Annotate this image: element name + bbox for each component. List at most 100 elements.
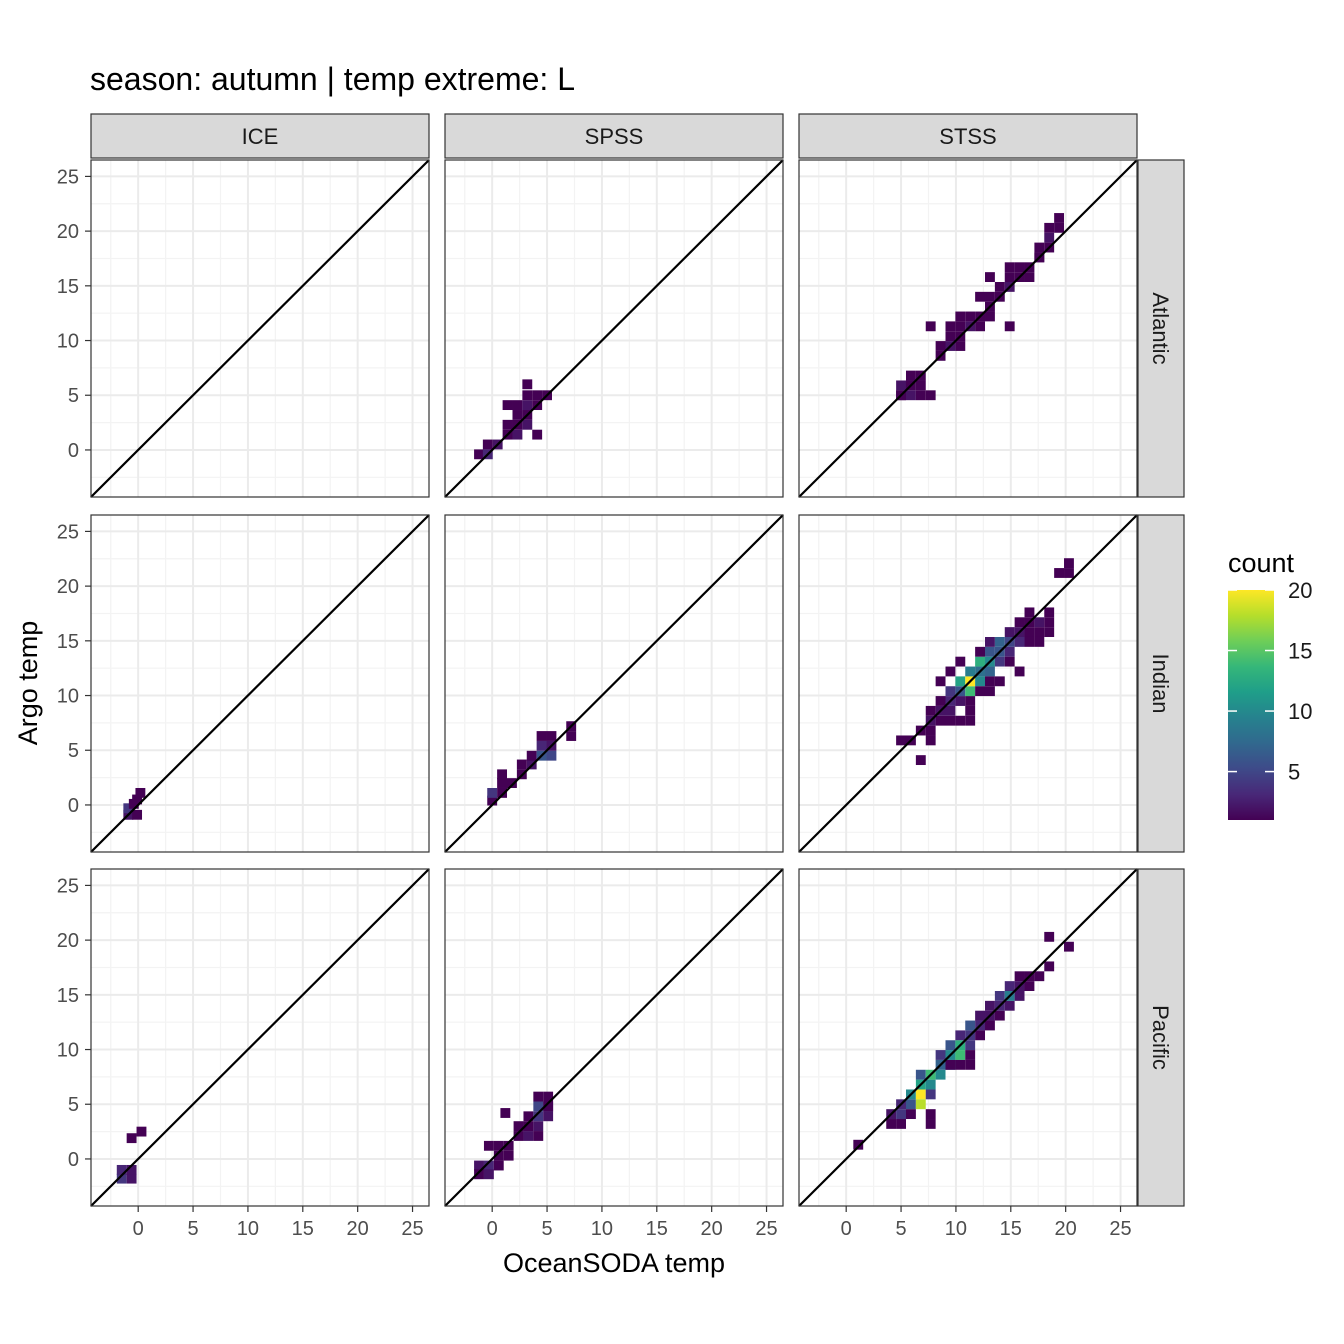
strip-background — [90, 113, 430, 159]
heatmap-bin — [905, 1099, 916, 1110]
heatmap-bin — [523, 1131, 534, 1141]
heatmap-bin — [1034, 971, 1045, 982]
heatmap-bin — [985, 291, 995, 302]
identity-line — [90, 159, 430, 498]
heatmap-bin — [1004, 981, 1015, 991]
heatmap-bin — [536, 740, 547, 751]
heatmap-bin — [1004, 272, 1015, 282]
heatmap-bin — [975, 1030, 986, 1041]
heatmap-bin — [1004, 646, 1015, 657]
heatmap-bin — [925, 735, 936, 746]
heatmap-bin — [1034, 636, 1045, 647]
heatmap-bin — [497, 769, 508, 780]
x-tick-label: 0 — [841, 1218, 852, 1240]
facet-panel-indian-stss — [798, 514, 1138, 853]
x-tick-label: 15 — [292, 1218, 314, 1240]
heatmap-bin — [994, 636, 1005, 647]
heatmap-bin — [975, 646, 986, 657]
column-strip-label: ICE — [242, 124, 279, 149]
y-tick-label: 10 — [57, 331, 79, 353]
panel-border — [444, 159, 784, 498]
identity-line — [90, 514, 430, 853]
heatmap-bin — [1014, 990, 1025, 1001]
heatmap-bin — [1014, 636, 1025, 647]
identity-line — [444, 868, 784, 1207]
heatmap-bin — [985, 646, 995, 657]
heatmap-bin — [512, 429, 523, 440]
heatmap-bin — [566, 731, 577, 741]
heatmap-bin — [1034, 617, 1045, 628]
y-tick-label: 25 — [57, 875, 79, 897]
heatmap-bin — [500, 1108, 511, 1118]
panel-border — [798, 868, 1138, 1207]
row-strip-indian: Indian — [1137, 514, 1185, 853]
heatmap-bin — [532, 390, 543, 401]
strip-background — [1137, 514, 1185, 853]
heatmap-bin — [994, 1010, 1005, 1021]
x-tick-label: 25 — [401, 1218, 423, 1240]
heatmap-bin — [925, 390, 936, 401]
heatmap-bin — [1044, 931, 1055, 942]
x-tick-label: 0 — [487, 1218, 498, 1240]
heatmap-bin — [965, 666, 976, 677]
heatmap-bin — [945, 1059, 956, 1070]
facet-panel-atlantic-stss — [798, 159, 1138, 498]
strip-background — [1137, 868, 1185, 1207]
heatmap-bin — [945, 1040, 956, 1051]
heatmap-bin — [975, 686, 986, 697]
heatmap-bin — [915, 380, 926, 391]
x-tick-label: 15 — [646, 1218, 668, 1240]
x-tick-label: 20 — [347, 1218, 369, 1240]
x-tick-label: 10 — [591, 1218, 613, 1240]
heatmap-bin — [487, 795, 498, 806]
heatmap-bin — [1004, 321, 1015, 332]
heatmap-bin — [905, 1109, 916, 1120]
heatmap-bin — [1014, 971, 1025, 982]
heatmap-bin — [1024, 981, 1035, 991]
heatmap-bin — [1004, 627, 1015, 637]
column-strip-ice: ICE — [90, 113, 430, 159]
panel-border — [444, 868, 784, 1207]
heatmap-bin — [1004, 656, 1015, 667]
column-strip-stss: STSS — [798, 113, 1138, 159]
heatmap-bin — [955, 1050, 966, 1060]
heatmap-bin — [543, 1111, 554, 1122]
heatmap-bin — [503, 1140, 514, 1151]
x-tick-label: 20 — [1055, 1218, 1077, 1240]
heatmap-bin — [955, 1059, 966, 1070]
heatmap-bin — [965, 705, 976, 716]
y-tick-label: 0 — [68, 795, 79, 817]
heatmap-bin — [965, 1050, 976, 1060]
strip-background — [1137, 159, 1185, 498]
heatmap-bin — [522, 400, 533, 411]
facet-panel-pacific-spss: 0 5 10 15 20 25 — [444, 868, 784, 1240]
row-strip-label: Indian — [1148, 654, 1173, 714]
heatmap-bin — [925, 725, 936, 736]
heatmap-bin — [1034, 627, 1045, 637]
facet-panel-indian-spss — [444, 514, 784, 853]
heatmap-bin — [905, 370, 916, 381]
colorbar — [1228, 590, 1274, 820]
heatmap-bin — [975, 321, 986, 332]
heatmap-bin — [985, 1000, 995, 1011]
heatmap-bin — [896, 380, 906, 391]
heatmap-bin — [543, 1091, 554, 1102]
heatmap-bin — [516, 759, 527, 770]
panel-border — [798, 514, 1138, 853]
heatmap-bin — [474, 1160, 484, 1171]
y-tick-label: 10 — [57, 686, 79, 708]
panel-border — [90, 868, 430, 1207]
heatmap-bin — [965, 696, 976, 706]
heatmap-bin — [985, 686, 995, 697]
heatmap-bin — [955, 715, 966, 726]
colorbar-tick-label: 5 — [1288, 760, 1300, 785]
facet-panels: 0 5 10 15 20 25 0 5 10 15 20 25 0 5 10 15 20 25 0 5 10 15 20 25… — [57, 113, 1185, 1240]
heatmap-bin — [886, 1119, 897, 1129]
row-strip-atlantic: Atlantic — [1137, 159, 1185, 498]
heatmap-bin — [474, 449, 484, 460]
y-tick-label: 10 — [57, 1040, 79, 1062]
heatmap-bin — [955, 341, 966, 351]
heatmap-bin — [523, 1121, 534, 1132]
y-axis-title: Argo temp — [13, 621, 43, 746]
heatmap-bin — [1044, 222, 1055, 233]
